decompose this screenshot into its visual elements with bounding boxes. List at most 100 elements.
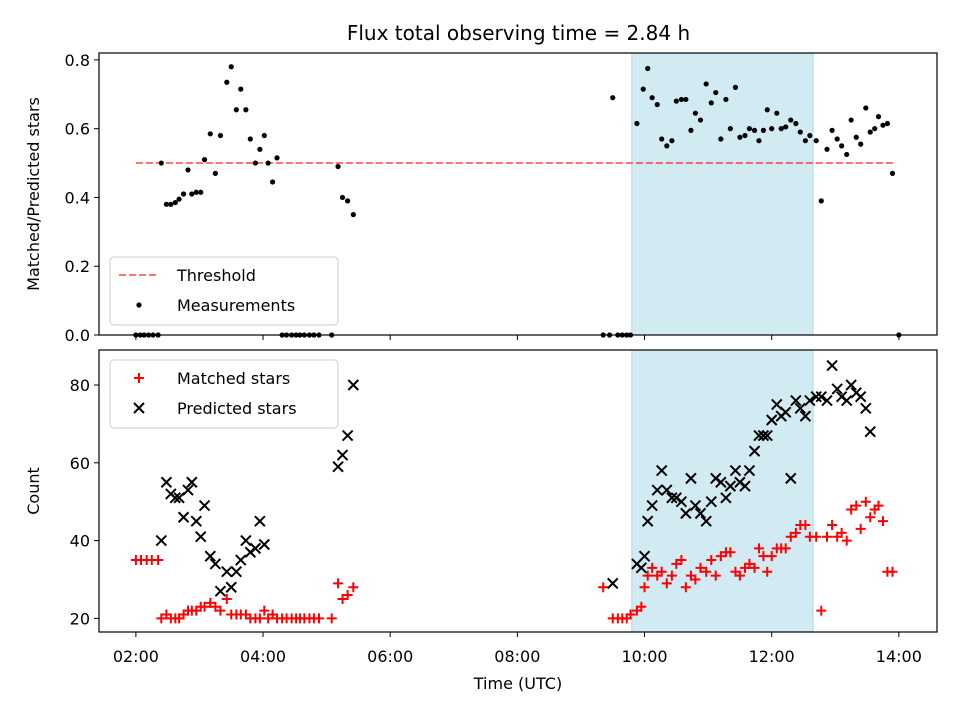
data-point bbox=[646, 499, 658, 512]
data-point bbox=[198, 189, 204, 195]
data-point bbox=[720, 492, 732, 504]
data-point bbox=[659, 136, 665, 142]
data-point bbox=[661, 484, 673, 496]
data-point bbox=[209, 558, 222, 570]
data-point bbox=[863, 105, 869, 111]
data-point bbox=[647, 562, 658, 573]
data-point bbox=[811, 531, 822, 542]
data-point bbox=[715, 476, 727, 488]
data-point bbox=[635, 562, 648, 574]
data-point bbox=[252, 160, 259, 166]
data-point bbox=[831, 383, 843, 395]
data-point bbox=[723, 96, 729, 103]
data-point bbox=[654, 101, 660, 108]
data-point bbox=[240, 534, 252, 547]
data-point bbox=[645, 65, 651, 72]
legend-label: Threshold bbox=[176, 266, 256, 285]
data-point bbox=[666, 570, 677, 581]
data-point bbox=[598, 582, 609, 593]
data-point bbox=[651, 484, 663, 496]
data-point bbox=[729, 464, 742, 477]
data-point bbox=[639, 582, 650, 593]
data-point bbox=[884, 120, 891, 127]
data-point bbox=[185, 167, 191, 173]
series-matched-stars bbox=[130, 496, 898, 624]
data-point bbox=[889, 170, 896, 176]
legend: Threshold Measurements bbox=[109, 256, 339, 326]
data-point bbox=[821, 394, 833, 407]
data-point bbox=[800, 520, 811, 531]
data-point bbox=[860, 402, 872, 415]
data-point bbox=[807, 132, 813, 139]
data-point bbox=[700, 515, 712, 527]
data-point bbox=[680, 582, 691, 593]
data-point bbox=[207, 131, 213, 137]
data-point bbox=[860, 496, 871, 507]
data-point bbox=[265, 160, 271, 166]
data-point bbox=[332, 460, 344, 473]
data-point bbox=[675, 495, 688, 508]
data-point bbox=[778, 126, 784, 132]
data-point bbox=[673, 98, 679, 104]
data-point bbox=[345, 198, 351, 204]
data-point bbox=[762, 566, 773, 577]
data-point bbox=[210, 601, 221, 612]
data-point bbox=[224, 79, 230, 85]
data-point bbox=[199, 601, 210, 612]
data-point bbox=[243, 107, 249, 113]
data-point bbox=[780, 543, 791, 554]
data-point bbox=[638, 550, 651, 562]
data-point bbox=[214, 585, 227, 597]
y-tick-label: 80 bbox=[70, 376, 90, 395]
data-point bbox=[664, 143, 670, 149]
data-point bbox=[348, 582, 359, 593]
data-point bbox=[742, 132, 748, 139]
data-point bbox=[802, 138, 808, 144]
data-point bbox=[799, 410, 812, 422]
data-point bbox=[737, 134, 743, 140]
data-point bbox=[813, 138, 819, 144]
data-point bbox=[875, 114, 882, 120]
data-point bbox=[713, 89, 719, 96]
data-point bbox=[347, 379, 360, 391]
data-point bbox=[790, 394, 802, 407]
data-point bbox=[705, 495, 717, 508]
series-predicted-stars bbox=[155, 359, 876, 597]
data-point bbox=[680, 507, 692, 520]
y-axis-label: Matched/Predicted stars bbox=[24, 97, 43, 291]
data-point bbox=[676, 555, 687, 566]
data-point bbox=[725, 547, 736, 558]
data-point bbox=[848, 117, 854, 123]
data-point bbox=[877, 516, 888, 527]
data-point bbox=[744, 558, 755, 569]
y-tick-label: 20 bbox=[70, 609, 90, 628]
x-tick-label: 02:00 bbox=[113, 647, 159, 666]
data-point bbox=[254, 515, 266, 527]
data-point bbox=[156, 613, 167, 624]
data-point bbox=[818, 198, 824, 204]
x-axis-label: Time (UTC) bbox=[473, 674, 562, 693]
data-point bbox=[760, 127, 767, 133]
data-point bbox=[816, 605, 827, 616]
data-point bbox=[678, 96, 685, 103]
data-point bbox=[858, 141, 864, 147]
data-point bbox=[839, 143, 845, 149]
data-point bbox=[193, 189, 199, 195]
legend: Matched stars Predicted stars bbox=[109, 359, 339, 429]
data-point bbox=[173, 492, 185, 504]
highlight-span bbox=[631, 349, 814, 633]
data-point bbox=[163, 201, 169, 207]
data-point bbox=[834, 136, 840, 142]
data-point bbox=[201, 157, 208, 163]
data-point bbox=[625, 609, 636, 620]
x-tick-label: 08:00 bbox=[494, 647, 540, 666]
data-point bbox=[153, 555, 164, 566]
data-point bbox=[739, 480, 751, 492]
data-point bbox=[221, 593, 232, 604]
data-point bbox=[827, 520, 838, 531]
data-point bbox=[829, 127, 835, 133]
data-point bbox=[610, 95, 616, 101]
data-point bbox=[640, 86, 646, 92]
data-point bbox=[764, 107, 770, 113]
